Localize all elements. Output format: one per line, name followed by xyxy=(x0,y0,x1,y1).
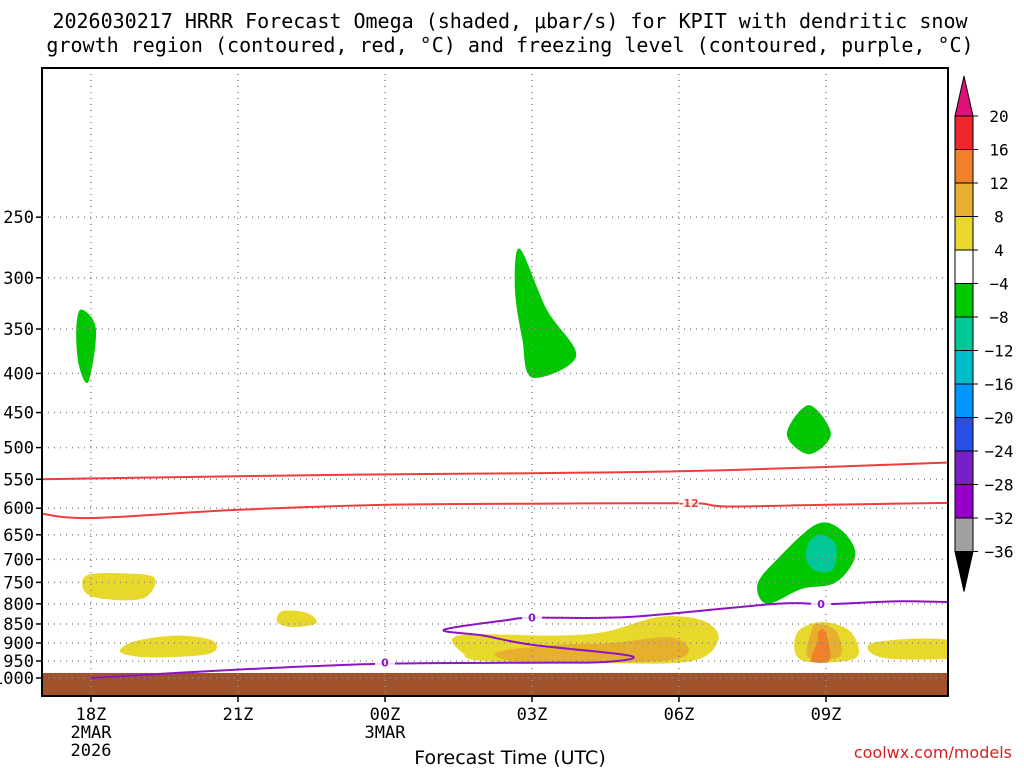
colorbar-segment xyxy=(954,517,974,552)
y-tick-label: 900 xyxy=(3,634,34,654)
y-tick-label: 700 xyxy=(3,550,34,570)
colorbar-tick-label: −36 xyxy=(985,543,1014,562)
colorbar-segment xyxy=(954,115,974,150)
omega-region-4-to-8 xyxy=(420,167,442,314)
omega-region-4-to-8 xyxy=(190,447,248,517)
below-ground-surface xyxy=(42,672,948,696)
omega-region-minus-4-to-minus-8 xyxy=(786,405,831,455)
credit-text: coolwx.com/models xyxy=(854,743,1012,762)
omega-region-12-to-16 xyxy=(494,637,689,663)
colorbar-tick-label: 8 xyxy=(994,208,1004,227)
omega-region-8-to-12 xyxy=(867,638,948,660)
colorbar-tick-label: −20 xyxy=(985,409,1014,428)
contour-label: 0 xyxy=(817,598,825,611)
colorbar-segment xyxy=(954,417,974,452)
omega-region-minus-8-to-minus-12 xyxy=(805,534,837,573)
x-axis-label: Forecast Time (UTC) xyxy=(414,747,605,768)
colorbar-tick-label: −32 xyxy=(985,509,1014,528)
contour-label-bg xyxy=(811,596,832,611)
colorbar-tick-label: 20 xyxy=(989,107,1008,126)
colorbar-bottom-arrow xyxy=(954,551,974,592)
colorbar-top-arrow xyxy=(954,75,974,117)
omega-region-4-to-8 xyxy=(325,397,393,483)
colorbar-tick-label: −16 xyxy=(985,375,1014,394)
contour-line xyxy=(42,501,948,520)
x-tick-label: 00Z xyxy=(370,705,401,725)
contour-label: 0 xyxy=(528,612,536,625)
colorbar-tick-label: −4 xyxy=(989,275,1008,294)
y-tick-label: 500 xyxy=(3,439,34,459)
colorbar-segment xyxy=(954,182,974,217)
colorbar-segment xyxy=(954,249,974,284)
omega-region-8-to-12 xyxy=(119,635,217,658)
x-tick-label: 06Z xyxy=(664,705,695,725)
colorbar-tick-label: −28 xyxy=(985,476,1014,495)
colorbar-segment xyxy=(954,149,974,184)
omega-region-4-to-8 xyxy=(319,218,356,362)
y-tick-label: 650 xyxy=(3,526,34,546)
y-tick-label: 850 xyxy=(3,615,34,635)
omega-region-4-to-8 xyxy=(812,271,900,399)
y-tick-label: 800 xyxy=(3,595,34,615)
y-tick-label: 450 xyxy=(3,404,34,424)
chart-title-line-2: growth region (contoured, red, °C) and f… xyxy=(46,33,973,57)
contour-line xyxy=(42,461,948,481)
colorbar-segment xyxy=(954,383,974,418)
colorbar-segment xyxy=(954,316,974,351)
colorbar-tick-label: −24 xyxy=(985,442,1014,461)
y-tick-label: 300 xyxy=(3,269,34,289)
colorbar-segment xyxy=(954,216,974,251)
omega-region-8-to-12 xyxy=(82,573,156,601)
colorbar-tick-label: −12 xyxy=(985,342,1014,361)
omega-region-4-to-8 xyxy=(55,510,948,674)
y-tick-label: 950 xyxy=(3,652,34,672)
contour-layer: -12 0 0 0 xyxy=(42,461,948,679)
y-tick-label: 350 xyxy=(3,320,34,340)
x-tick-sublabel: 3MAR xyxy=(365,723,407,743)
chart-title-line-1: 2026030217 HRRR Forecast Omega (shaded, … xyxy=(52,9,968,33)
colorbar-tick-label: 16 xyxy=(989,141,1008,160)
y-tick-label: 750 xyxy=(3,573,34,593)
x-tick-label: 03Z xyxy=(517,705,548,725)
colorbar-segment xyxy=(954,350,974,385)
grid-layer xyxy=(42,68,948,696)
colorbar-tick-label: 4 xyxy=(994,241,1004,260)
omega-shading-layer xyxy=(42,167,965,696)
y-tick-label: 400 xyxy=(3,364,34,384)
x-tick-label: 09Z xyxy=(811,705,842,725)
y-tick-label: 550 xyxy=(3,470,34,490)
omega-region-16-to-20 xyxy=(810,628,831,663)
omega-region-minus-4-to-minus-8 xyxy=(514,248,577,378)
x-tick-label: 21Z xyxy=(223,705,254,725)
x-tick-label: 18Z xyxy=(76,705,107,725)
colorbar-tick-label: −8 xyxy=(989,308,1008,327)
colorbar-tick-label: 12 xyxy=(989,174,1008,193)
contour-label: 0 xyxy=(381,657,389,670)
colorbar-segment xyxy=(954,283,974,318)
omega-region-minus-4-to-minus-8 xyxy=(76,309,97,384)
omega-region-8-to-12 xyxy=(276,610,317,628)
omega-region-minus-4-to-minus-8 xyxy=(948,584,965,598)
colorbar: 20 16 12 8 4 −4 −8 −12 −16 −20 −24 −28 −32 −36 xyxy=(954,75,1014,592)
plot-frame xyxy=(41,67,949,697)
y-tick-label: 250 xyxy=(3,208,34,228)
contour-label-bg xyxy=(522,610,542,625)
x-tick-sublabel: 2026 xyxy=(71,741,112,761)
x-tick-sublabel: 2MAR xyxy=(71,723,113,743)
y-tick-label: 1000 xyxy=(0,669,34,689)
colorbar-segment xyxy=(954,450,974,485)
contour-label: -12 xyxy=(679,497,699,510)
colorbar-segment xyxy=(954,484,974,519)
y-axis-ticks: 2503003504004505005506006507007508008509… xyxy=(0,208,42,689)
contour-label-bg xyxy=(375,655,395,670)
contour-label-bg xyxy=(678,496,699,511)
y-tick-label: 600 xyxy=(3,499,34,519)
